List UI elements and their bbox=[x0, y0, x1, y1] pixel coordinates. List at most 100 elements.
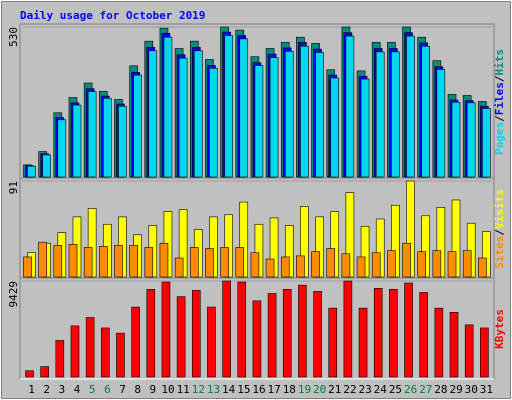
legend-entry: Files bbox=[493, 82, 506, 115]
bar bbox=[38, 241, 47, 278]
bar bbox=[389, 289, 398, 378]
bar bbox=[298, 284, 307, 378]
y-tick-label: 91 bbox=[7, 181, 20, 194]
bar bbox=[315, 52, 324, 178]
bar bbox=[480, 327, 489, 378]
bar bbox=[174, 257, 184, 278]
bar bbox=[371, 252, 381, 278]
bar bbox=[406, 35, 415, 178]
x-tick-label: 10 bbox=[161, 383, 174, 396]
x-tick-label: 7 bbox=[119, 383, 126, 396]
bar bbox=[68, 243, 78, 278]
legend-entry: KBytes bbox=[493, 309, 506, 349]
x-tick-label: 5 bbox=[89, 383, 96, 396]
bar bbox=[391, 51, 400, 178]
bar bbox=[432, 250, 442, 278]
x-tick-label: 12 bbox=[192, 383, 205, 396]
bar bbox=[250, 252, 260, 278]
bar bbox=[220, 247, 229, 278]
bar bbox=[87, 91, 97, 178]
x-tick-label: 16 bbox=[252, 383, 265, 396]
bar bbox=[129, 245, 138, 278]
x-tick-label: 14 bbox=[222, 383, 236, 396]
bar bbox=[70, 325, 80, 378]
bar bbox=[254, 65, 264, 178]
bar bbox=[343, 280, 353, 378]
bar bbox=[375, 51, 385, 178]
bar bbox=[237, 281, 247, 378]
bar bbox=[239, 38, 249, 178]
x-tick-label: 1 bbox=[28, 383, 35, 396]
x-tick-label: 21 bbox=[328, 383, 341, 396]
bar bbox=[209, 68, 218, 178]
bar bbox=[360, 78, 370, 178]
x-tick-label: 4 bbox=[74, 383, 81, 396]
bar bbox=[451, 101, 461, 178]
x-tick-label: 24 bbox=[374, 383, 388, 396]
bar bbox=[101, 327, 110, 378]
bar bbox=[313, 291, 322, 378]
bar bbox=[280, 256, 290, 278]
x-tick-label: 20 bbox=[313, 383, 326, 396]
bar bbox=[57, 119, 67, 178]
x-tick-label: 22 bbox=[343, 383, 356, 396]
bar bbox=[421, 45, 430, 178]
bar bbox=[436, 69, 446, 178]
bar bbox=[55, 340, 65, 378]
bar bbox=[419, 292, 428, 378]
bar bbox=[222, 280, 231, 378]
bar bbox=[482, 108, 491, 178]
x-tick-label: 15 bbox=[237, 383, 250, 396]
bar bbox=[252, 300, 262, 378]
legend-separator: / bbox=[493, 229, 506, 236]
bar bbox=[144, 247, 154, 278]
bar bbox=[434, 307, 444, 378]
bar bbox=[387, 250, 396, 278]
legend-entry: Hits bbox=[493, 49, 506, 76]
bar bbox=[189, 247, 199, 278]
bar bbox=[373, 288, 383, 378]
x-tick-label: 27 bbox=[419, 383, 432, 396]
bar bbox=[358, 307, 368, 378]
chart-title: Daily usage for October 2019 bbox=[20, 9, 205, 22]
bar bbox=[356, 256, 366, 278]
bar bbox=[114, 245, 123, 278]
bar bbox=[404, 282, 413, 378]
bar bbox=[40, 366, 49, 378]
x-tick-label: 18 bbox=[283, 383, 296, 396]
bar bbox=[72, 104, 82, 178]
bar bbox=[146, 289, 156, 378]
legend-separator: / bbox=[493, 115, 506, 122]
bar bbox=[330, 77, 340, 178]
bar bbox=[464, 324, 474, 378]
x-tick-label: 28 bbox=[434, 383, 447, 396]
x-tick-label: 8 bbox=[134, 383, 141, 396]
x-tick-label: 30 bbox=[465, 383, 478, 396]
bar bbox=[300, 45, 309, 178]
bar bbox=[224, 35, 233, 178]
x-tick-label: 11 bbox=[177, 383, 190, 396]
bar bbox=[42, 154, 51, 178]
bar bbox=[466, 102, 476, 178]
x-tick-label: 9 bbox=[150, 383, 157, 396]
bar bbox=[133, 74, 142, 178]
x-tick-label: 29 bbox=[449, 383, 462, 396]
x-tick-label: 13 bbox=[207, 383, 220, 396]
bar bbox=[103, 98, 112, 178]
x-tick-label: 6 bbox=[104, 383, 111, 396]
bar bbox=[25, 370, 34, 378]
bar bbox=[345, 35, 355, 178]
bar bbox=[269, 57, 279, 178]
bar bbox=[462, 250, 472, 278]
x-tick-label: 25 bbox=[389, 383, 402, 396]
x-tick-label: 19 bbox=[298, 383, 311, 396]
bar bbox=[207, 306, 216, 378]
bar bbox=[83, 247, 93, 278]
bar bbox=[402, 242, 411, 278]
bar bbox=[116, 332, 125, 378]
bar bbox=[161, 281, 171, 378]
bar bbox=[148, 50, 158, 178]
bar bbox=[284, 51, 294, 178]
